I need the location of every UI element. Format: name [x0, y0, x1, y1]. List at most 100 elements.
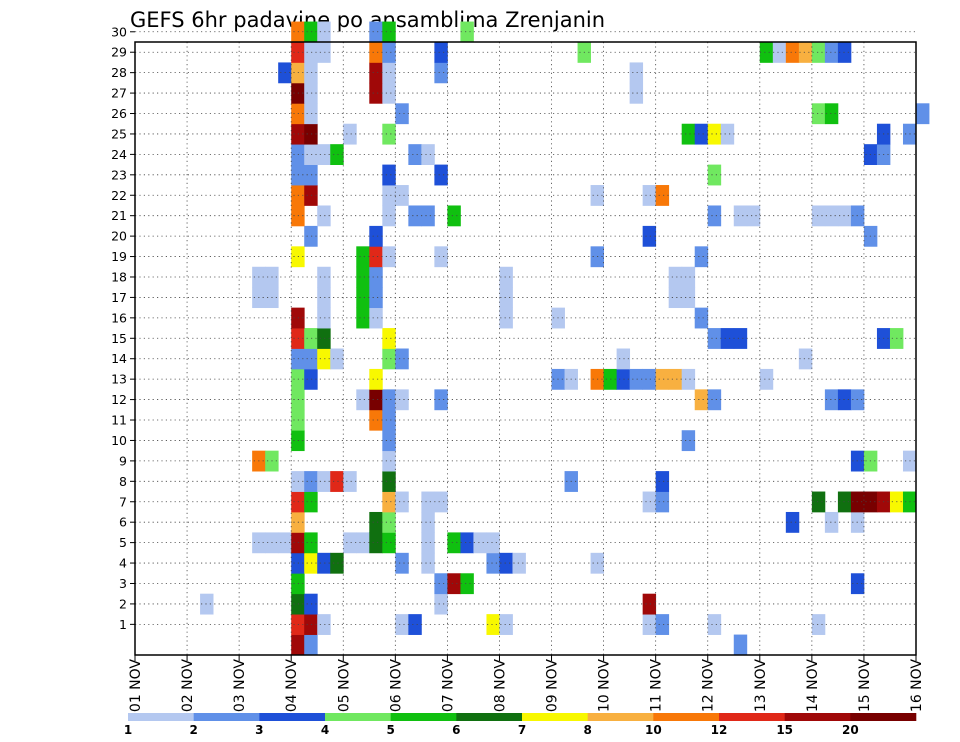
y-tick-label: 12 — [111, 392, 127, 407]
heatmap-cell — [668, 287, 683, 309]
heatmap-cell — [421, 205, 435, 227]
colorbar-label: 6 — [452, 723, 460, 737]
heatmap-cell — [369, 225, 383, 247]
y-tick-label: 17 — [111, 290, 127, 305]
heatmap-cell — [837, 491, 852, 513]
y-tick-label: 2 — [119, 596, 127, 611]
heatmap-cells — [200, 21, 930, 656]
colorbar-segment — [522, 713, 588, 721]
heatmap-cell — [395, 103, 409, 125]
heatmap-cell — [499, 614, 513, 635]
heatmap-cell — [733, 634, 748, 656]
heatmap-cell — [486, 614, 500, 635]
y-axis: 1234567891011121314151617181920212223242… — [111, 24, 135, 632]
colorbar-segment — [784, 713, 851, 721]
heatmap-cell — [304, 471, 318, 492]
x-tick-label: 13 NOV — [753, 659, 769, 713]
colorbar-segment — [719, 713, 785, 721]
heatmap-cell — [304, 164, 318, 186]
y-tick-label: 3 — [119, 576, 127, 591]
heatmap-cell — [330, 471, 344, 492]
heatmap-cell — [434, 389, 448, 411]
heatmap-cell — [330, 144, 344, 165]
y-tick-label: 28 — [111, 65, 127, 80]
colorbar-label: 10 — [645, 723, 662, 737]
heatmap-cell — [304, 62, 318, 84]
heatmap-cell — [733, 328, 748, 349]
heatmap-cell — [304, 21, 318, 43]
heatmap-cell — [317, 266, 331, 288]
heatmap-cell — [304, 552, 318, 574]
colorbar-segment — [587, 713, 654, 721]
y-tick-label: 15 — [111, 331, 127, 346]
heatmap-cell — [681, 430, 696, 452]
heatmap-cell — [304, 42, 318, 63]
heatmap-cell — [395, 348, 409, 370]
heatmap-cell — [707, 614, 722, 635]
y-tick-label: 25 — [111, 126, 127, 141]
heatmap-cell — [356, 287, 370, 309]
heatmap-cell — [304, 593, 318, 615]
heatmap-cell — [655, 185, 670, 206]
y-tick-label: 29 — [111, 45, 127, 60]
y-tick-label: 10 — [111, 433, 127, 448]
x-tick-label: 01 NOV — [128, 659, 144, 713]
colorbar-label: 8 — [583, 723, 591, 737]
colorbar-segment — [128, 713, 194, 721]
heatmap-cell — [811, 614, 826, 635]
y-tick-label: 30 — [111, 24, 127, 39]
heatmap-cell — [694, 123, 709, 145]
heatmap-cell — [382, 164, 396, 186]
heatmap-cell — [824, 389, 839, 411]
heatmap-cell — [655, 471, 670, 492]
heatmap-cell — [499, 307, 513, 329]
heatmap-cell — [369, 389, 383, 411]
y-tick-label: 6 — [119, 515, 127, 530]
y-tick-label: 23 — [111, 167, 127, 182]
heatmap-cell — [746, 205, 761, 227]
heatmap-cell — [499, 552, 513, 574]
y-tick-label: 22 — [111, 188, 127, 203]
x-tick-label: 09 NOV — [545, 659, 561, 713]
heatmap-cell — [707, 389, 722, 411]
heatmap-cell — [681, 266, 696, 288]
colorbar-segment — [390, 713, 457, 721]
heatmap-cell — [694, 307, 709, 329]
heatmap-cell — [421, 144, 435, 165]
heatmap-cell — [304, 368, 318, 390]
heatmap-cell — [916, 103, 930, 125]
heatmap-cell — [642, 593, 657, 615]
heatmap-cell — [434, 491, 448, 513]
heatmap-cell — [369, 82, 383, 104]
heatmap-cell — [356, 532, 370, 554]
heatmap-cell — [629, 368, 644, 390]
colorbar-label: 20 — [842, 723, 859, 737]
heatmap-cell — [382, 450, 396, 472]
y-tick-label: 18 — [111, 269, 127, 284]
colorbar-label: 15 — [776, 723, 793, 737]
heatmap-cell — [733, 205, 748, 227]
heatmap-cell — [837, 205, 852, 227]
y-tick-label: 9 — [119, 453, 127, 468]
colorbar-label: 12 — [711, 723, 728, 737]
heatmap-cell — [382, 491, 396, 513]
x-tick-label: 15 NOV — [857, 659, 873, 713]
grid-lines — [135, 31, 916, 655]
heatmap-cell — [824, 103, 839, 125]
y-tick-label: 1 — [119, 617, 127, 632]
heatmap-cell — [317, 471, 331, 492]
colorbar-label: 5 — [386, 723, 394, 737]
x-tick-label: 03 NOV — [232, 659, 248, 713]
plot-frame — [134, 41, 917, 656]
heatmap-cell — [486, 532, 500, 554]
heatmap-cell — [629, 62, 644, 84]
heatmap-cell — [395, 389, 409, 411]
heatmap-cell — [798, 42, 813, 63]
heatmap-cell — [382, 42, 396, 63]
heatmap-cell — [382, 348, 396, 370]
heatmap-cell — [655, 368, 670, 390]
heatmap-cell — [369, 21, 383, 43]
heatmap-cell — [499, 287, 513, 309]
heatmap-cell — [824, 511, 839, 533]
